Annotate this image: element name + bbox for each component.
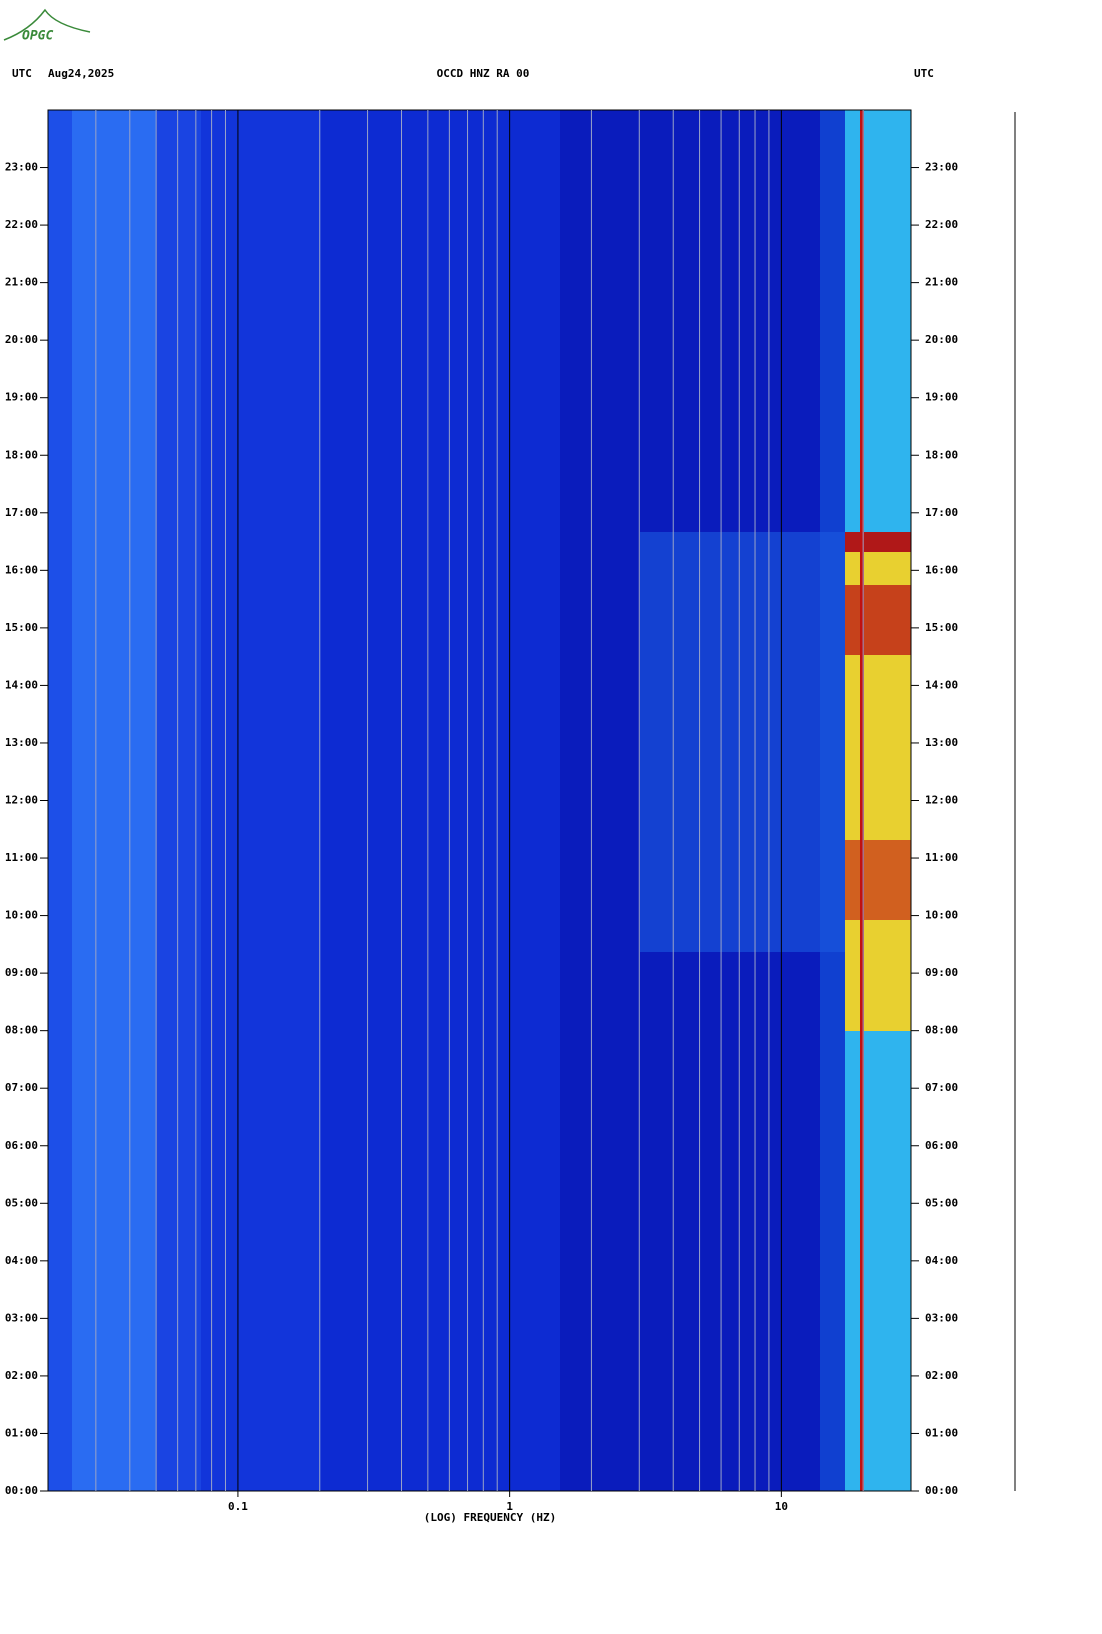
y-tick-label: 23:00	[925, 161, 958, 174]
y-tick-label: 09:00	[925, 966, 958, 979]
y-tick-label: 00:00	[925, 1484, 958, 1497]
y-tick-label: 15:00	[925, 621, 958, 634]
logo-swoosh	[3, 8, 91, 41]
y-tick-label: 17:00	[925, 506, 958, 519]
y-tick-label: 04:00	[925, 1254, 958, 1267]
y-tick-label: 11:00	[5, 851, 38, 864]
y-tick-label: 16:00	[5, 563, 38, 576]
y-tick-label: 07:00	[925, 1081, 958, 1094]
header-zone: UTC	[914, 67, 934, 80]
y-tick-label: 04:00	[5, 1254, 38, 1267]
y-tick-label: 19:00	[5, 391, 38, 404]
y-tick-label: 11:00	[925, 851, 958, 864]
header-date: Aug24,2025	[48, 67, 114, 80]
y-tick-label: 19:00	[925, 391, 958, 404]
y-tick-label: 12:00	[925, 794, 958, 807]
y-tick-label: 23:00	[5, 161, 38, 174]
y-tick-label: 10:00	[925, 909, 958, 922]
y-tick-label: 16:00	[925, 563, 958, 576]
y-tick-label: 12:00	[5, 794, 38, 807]
y-tick-label: 01:00	[5, 1426, 38, 1439]
y-tick-label: 03:00	[5, 1311, 38, 1324]
y-tick-label: 03:00	[925, 1311, 958, 1324]
y-tick-label: 20:00	[925, 333, 958, 346]
spectrogram-image	[48, 110, 911, 1491]
y-tick-label: 22:00	[925, 218, 958, 231]
x-axis-label: (LOG) FREQUENCY (HZ)	[424, 1511, 556, 1524]
y-tick-label: 18:00	[925, 448, 958, 461]
y-tick-label: 13:00	[925, 736, 958, 749]
y-tick-label: 06:00	[925, 1139, 958, 1152]
y-tick-label: 01:00	[925, 1426, 958, 1439]
y-tick-label: 02:00	[5, 1369, 38, 1382]
y-tick-label: 10:00	[5, 909, 38, 922]
header-zone: UTC	[12, 67, 32, 80]
y-tick-label: 05:00	[5, 1196, 38, 1209]
y-tick-label: 22:00	[5, 218, 38, 231]
y-tick-label: 20:00	[5, 333, 38, 346]
y-tick-label: 05:00	[925, 1196, 958, 1209]
y-tick-label: 18:00	[5, 448, 38, 461]
x-tick-label: 10	[775, 1500, 788, 1513]
chart-title: OCCD HNZ RA 00	[437, 67, 530, 80]
y-tick-label: 14:00	[925, 678, 958, 691]
y-tick-label: 17:00	[5, 506, 38, 519]
y-tick-label: 07:00	[5, 1081, 38, 1094]
y-tick-label: 13:00	[5, 736, 38, 749]
y-tick-label: 15:00	[5, 621, 38, 634]
y-tick-label: 02:00	[925, 1369, 958, 1382]
x-tick-label: 1	[506, 1500, 513, 1513]
y-tick-label: 00:00	[5, 1484, 38, 1497]
y-tick-label: 08:00	[925, 1024, 958, 1037]
y-tick-label: 14:00	[5, 678, 38, 691]
y-tick-label: 06:00	[5, 1139, 38, 1152]
logo: OPGC	[22, 29, 53, 44]
x-tick-label: 0.1	[228, 1500, 248, 1513]
y-tick-label: 09:00	[5, 966, 38, 979]
y-tick-label: 21:00	[5, 276, 38, 289]
y-tick-label: 08:00	[5, 1024, 38, 1037]
y-tick-label: 21:00	[925, 276, 958, 289]
